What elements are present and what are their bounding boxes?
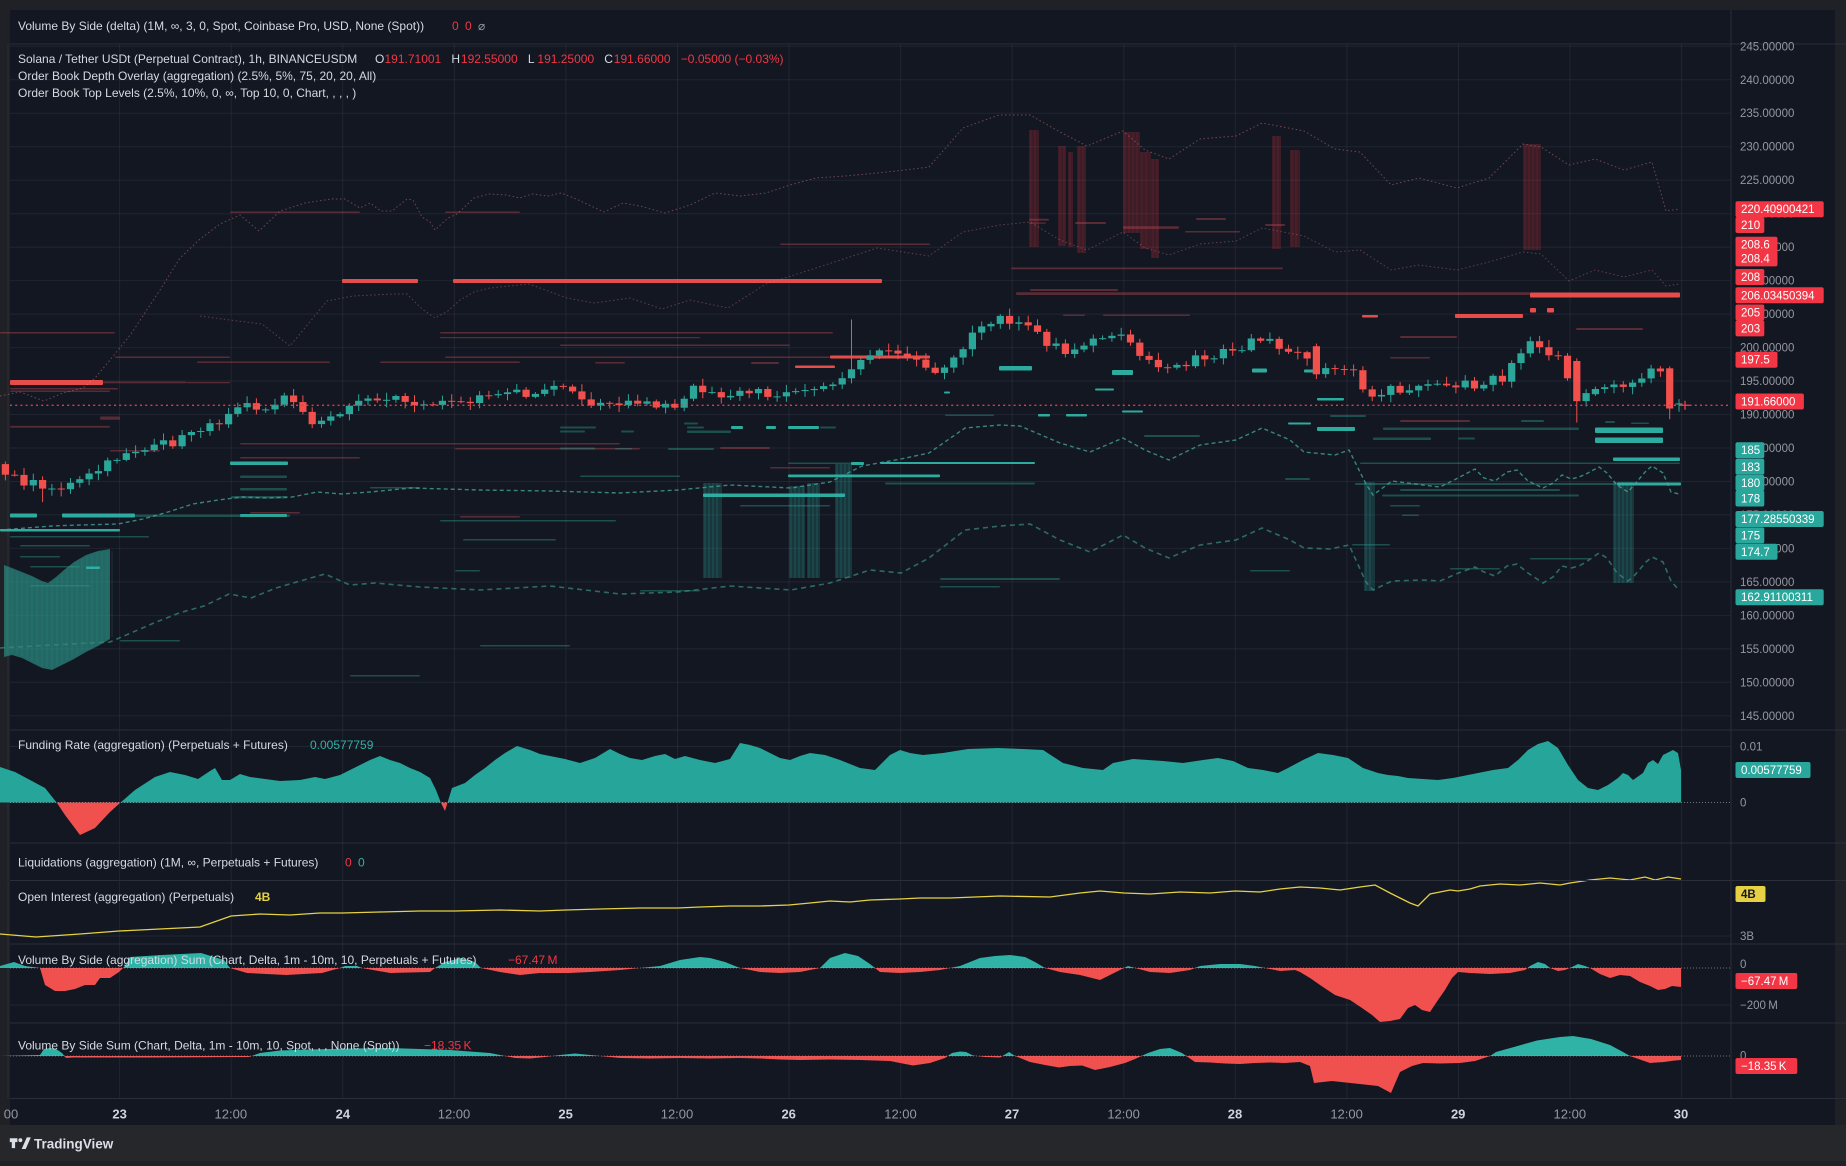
- svg-text:208.6: 208.6: [1741, 240, 1770, 252]
- svg-text:12:00: 12:00: [1107, 1107, 1140, 1122]
- svg-text:160.00000: 160.00000: [1740, 610, 1794, 622]
- svg-text:30: 30: [1674, 1107, 1688, 1122]
- svg-text:−0.05000 (−0.03%): −0.05000 (−0.03%): [681, 52, 784, 66]
- svg-text:Order Book Depth Overlay (aggr: Order Book Depth Overlay (aggregation) (…: [18, 69, 376, 83]
- svg-text:0: 0: [1740, 959, 1746, 971]
- svg-text:24: 24: [336, 1107, 351, 1122]
- svg-text:191.25000: 191.25000: [537, 52, 594, 66]
- svg-text:245.00000: 245.00000: [1740, 41, 1794, 53]
- svg-text:12:00: 12:00: [661, 1107, 694, 1122]
- svg-text:−18.35 K: −18.35 K: [1741, 1061, 1787, 1073]
- svg-text:208: 208: [1741, 272, 1760, 284]
- svg-text:29: 29: [1451, 1107, 1465, 1122]
- svg-text:191.71001: 191.71001: [385, 52, 442, 66]
- svg-text:−200 M: −200 M: [1740, 1000, 1778, 1012]
- svg-text:Liquidations (aggregation) (1M: Liquidations (aggregation) (1M, ∞, Perpe…: [18, 856, 318, 870]
- svg-text:12:00: 12:00: [1554, 1107, 1587, 1122]
- svg-text:O: O: [375, 52, 384, 66]
- svg-text:0: 0: [358, 856, 365, 870]
- svg-text:190.00000: 190.00000: [1740, 410, 1794, 422]
- svg-text:240.00000: 240.00000: [1740, 75, 1794, 87]
- svg-text:162.91100311: 162.91100311: [1741, 592, 1813, 604]
- svg-text:12:00: 12:00: [1330, 1107, 1363, 1122]
- svg-text:27: 27: [1005, 1107, 1019, 1122]
- svg-text:191.66000: 191.66000: [614, 52, 671, 66]
- svg-text:177.28550339: 177.28550339: [1741, 514, 1815, 526]
- svg-text:12:00: 12:00: [884, 1107, 917, 1122]
- svg-text:183: 183: [1741, 462, 1760, 474]
- svg-text:150.00000: 150.00000: [1740, 677, 1794, 689]
- svg-text:235.00000: 235.00000: [1740, 108, 1794, 120]
- svg-text:12:00: 12:00: [438, 1107, 471, 1122]
- svg-text:0.00577759: 0.00577759: [1741, 765, 1802, 777]
- svg-text:0: 0: [465, 19, 472, 33]
- svg-text:145.00000: 145.00000: [1740, 711, 1794, 723]
- svg-text:178: 178: [1741, 494, 1760, 506]
- svg-text:174.7: 174.7: [1741, 547, 1770, 559]
- svg-text:0: 0: [1740, 1051, 1746, 1063]
- svg-text:191.66000: 191.66000: [1741, 397, 1795, 409]
- svg-text:206.03450394: 206.03450394: [1741, 290, 1815, 302]
- svg-text:−67.47 M: −67.47 M: [508, 953, 557, 967]
- svg-text:00: 00: [4, 1107, 18, 1122]
- svg-text:195.00000: 195.00000: [1740, 376, 1794, 388]
- svg-text:Volume By Side Sum (Chart, Del: Volume By Side Sum (Chart, Delta, 1m - 1…: [18, 1039, 400, 1053]
- svg-text:220.40900421: 220.40900421: [1741, 204, 1815, 216]
- svg-text:TradingView: TradingView: [34, 1137, 114, 1152]
- svg-text:3B: 3B: [1740, 931, 1754, 943]
- svg-text:23: 23: [112, 1107, 126, 1122]
- svg-text:0.00577759: 0.00577759: [310, 738, 374, 752]
- svg-text:4B: 4B: [1741, 889, 1756, 901]
- svg-text:C: C: [604, 52, 613, 66]
- svg-text:26: 26: [781, 1107, 795, 1122]
- svg-text:⌀: ⌀: [478, 19, 485, 33]
- svg-text:Open Interest (aggregation) (P: Open Interest (aggregation) (Perpetuals): [18, 890, 234, 904]
- svg-text:208.4: 208.4: [1741, 253, 1770, 265]
- svg-text:155.00000: 155.00000: [1740, 644, 1794, 656]
- svg-text:0: 0: [345, 856, 352, 870]
- svg-text:25: 25: [558, 1107, 572, 1122]
- svg-text:Funding Rate (aggregation) (Pe: Funding Rate (aggregation) (Perpetuals +…: [18, 738, 288, 752]
- svg-text:175: 175: [1741, 530, 1760, 542]
- svg-text:0: 0: [1740, 798, 1746, 810]
- svg-text:200.00000: 200.00000: [1740, 343, 1794, 355]
- svg-text:H: H: [451, 52, 460, 66]
- svg-text:4B: 4B: [255, 890, 271, 904]
- svg-text:203: 203: [1741, 323, 1760, 335]
- svg-text:28: 28: [1228, 1107, 1242, 1122]
- svg-text:230.00000: 230.00000: [1740, 142, 1794, 154]
- svg-text:197.5: 197.5: [1741, 355, 1770, 367]
- svg-text:Solana / Tether USDt (Perpetua: Solana / Tether USDt (Perpetual Contract…: [18, 52, 357, 66]
- svg-text:L: L: [528, 52, 535, 66]
- svg-text:180: 180: [1741, 478, 1760, 490]
- svg-text:−67.47 M: −67.47 M: [1741, 976, 1788, 988]
- svg-text:0: 0: [452, 19, 459, 33]
- svg-text:12:00: 12:00: [215, 1107, 248, 1122]
- svg-text:Order Book Top Levels (2.5%, 1: Order Book Top Levels (2.5%, 10%, 0, ∞, …: [18, 86, 356, 100]
- svg-text:Volume By Side (delta) (1M, ∞,: Volume By Side (delta) (1M, ∞, 3, 0, Spo…: [18, 19, 424, 33]
- svg-text:192.55000: 192.55000: [461, 52, 518, 66]
- svg-text:0.01: 0.01: [1740, 742, 1762, 754]
- svg-text:−18.35 K: −18.35 K: [424, 1039, 471, 1053]
- svg-text:210: 210: [1741, 220, 1760, 232]
- svg-text:165.00000: 165.00000: [1740, 577, 1794, 589]
- svg-text:205: 205: [1741, 308, 1760, 320]
- svg-text:185: 185: [1741, 445, 1760, 457]
- svg-text:Volume By Side (aggregation) S: Volume By Side (aggregation) Sum (Chart,…: [18, 953, 477, 967]
- svg-text:225.00000: 225.00000: [1740, 175, 1794, 187]
